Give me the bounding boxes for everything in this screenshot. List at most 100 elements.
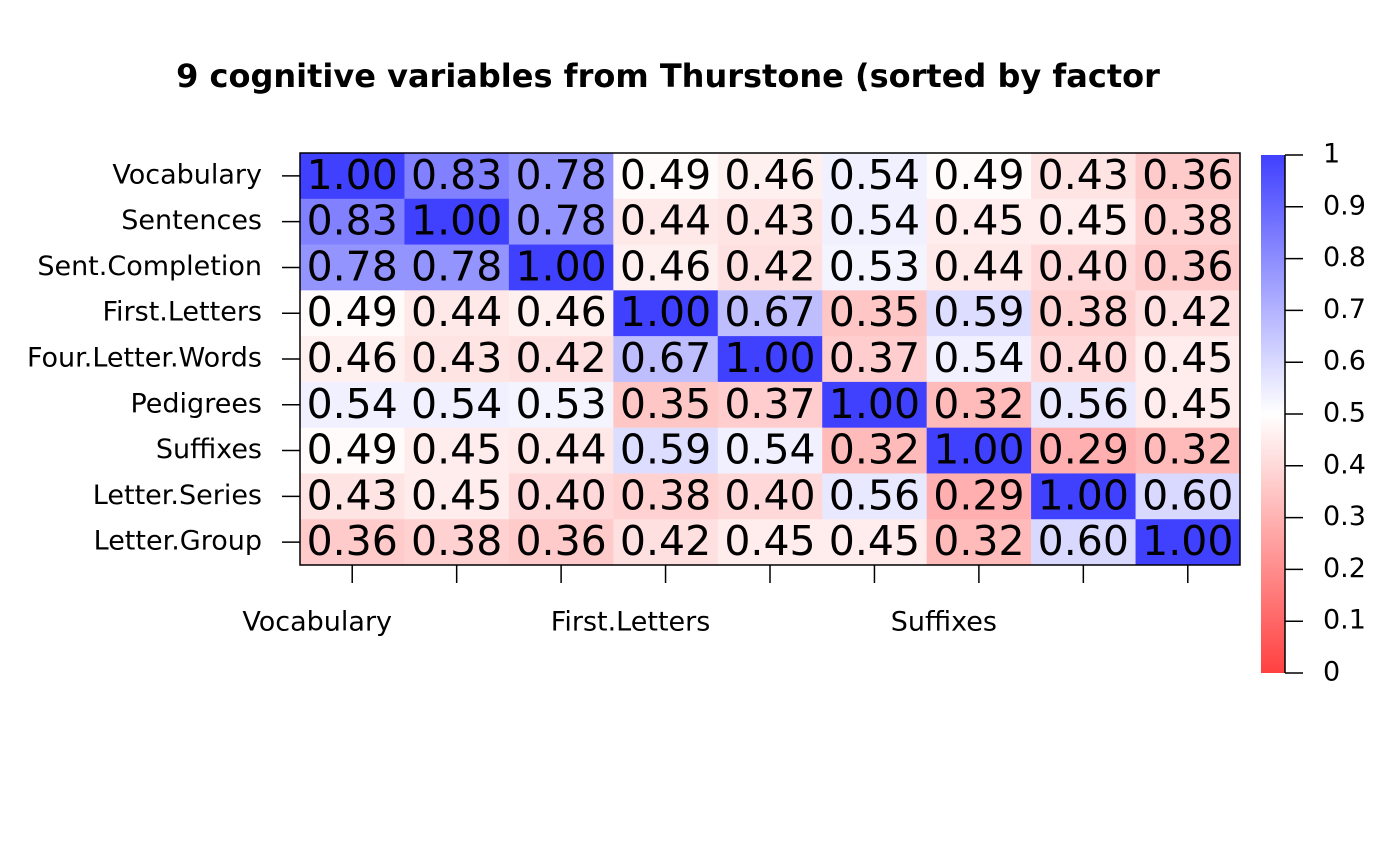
cell-label: 0.54	[829, 197, 920, 245]
heatmap-cell	[1135, 381, 1241, 429]
cell-label: 0.60	[1038, 517, 1129, 565]
cell-label: 0.44	[515, 426, 606, 474]
heatmap-cell	[717, 198, 823, 246]
chart-title: 9 cognitive variables from Thurstone (so…	[176, 57, 1160, 95]
cell-label: 0.59	[620, 426, 711, 474]
cell-label: 0.46	[620, 242, 711, 290]
heatmap-cell	[300, 290, 405, 337]
cell-label: 0.35	[620, 380, 711, 428]
heatmap-cell	[822, 473, 928, 520]
y-tick-label: Letter.Series	[93, 480, 262, 511]
colorbar-tick-label: 0.7	[1323, 294, 1366, 325]
heatmap-cell	[300, 381, 405, 429]
heatmap-cell	[613, 244, 719, 291]
heatmap-cell	[926, 336, 1032, 383]
cell-label: 0.42	[724, 242, 815, 290]
cell-label: 0.43	[411, 334, 502, 382]
cell-label: 0.45	[933, 197, 1024, 245]
cell-label: 0.40	[515, 471, 606, 519]
heatmap-cell	[717, 153, 823, 200]
heatmap-cell	[926, 153, 1032, 200]
cell-label: 0.37	[829, 334, 920, 382]
x-tick-label: Vocabulary	[242, 607, 392, 638]
cell-label: 0.67	[724, 288, 815, 336]
cell-label: 0.49	[307, 426, 398, 474]
heatmap-cell	[926, 290, 1032, 337]
cell-label: 0.78	[307, 242, 398, 290]
cell-label: 0.42	[1142, 288, 1233, 336]
heatmap-cell	[1135, 153, 1241, 200]
cell-label: 0.45	[829, 517, 920, 565]
cell-label: 0.32	[933, 517, 1024, 565]
heatmap-cell	[717, 473, 823, 520]
heatmap-cell	[613, 381, 719, 429]
cell-label: 0.32	[829, 426, 920, 474]
cell-label: 0.67	[620, 334, 711, 382]
colorbar-tick-label: 0.6	[1323, 346, 1366, 377]
y-tick-label: First.Letters	[102, 297, 262, 328]
colorbar	[1261, 155, 1285, 673]
heatmap-cell	[508, 336, 614, 383]
heatmap-cell	[300, 244, 405, 291]
cell-label: 0.78	[515, 151, 606, 199]
cell-label: 0.56	[1038, 380, 1129, 428]
cell-label: 0.45	[411, 471, 502, 519]
cell-label: 0.38	[620, 471, 711, 519]
cell-label: 0.32	[1142, 426, 1233, 474]
cell-label: 0.45	[1038, 197, 1129, 245]
heatmap-cell	[926, 244, 1032, 291]
cell-label: 0.78	[411, 242, 502, 290]
heatmap-cell	[1135, 290, 1241, 337]
heatmap-cell	[613, 427, 719, 474]
heatmap-cell	[717, 244, 823, 291]
cell-label: 1.00	[829, 380, 920, 428]
cell-label: 0.38	[411, 517, 502, 565]
heatmap-cell	[822, 336, 928, 383]
heatmap-cell	[1135, 427, 1241, 474]
cell-label: 0.46	[724, 151, 815, 199]
heatmap-cell	[300, 519, 405, 566]
cell-label: 0.29	[1038, 426, 1129, 474]
cell-label: 1.00	[307, 151, 398, 199]
cell-label: 0.53	[829, 242, 920, 290]
heatmap-cell	[1135, 519, 1241, 566]
heatmap-cell	[717, 290, 823, 337]
y-tick-label: Four.Letter.Words	[27, 343, 262, 374]
y-tick-label: Letter.Group	[94, 526, 262, 557]
cell-label: 0.38	[1038, 288, 1129, 336]
cell-label: 0.42	[515, 334, 606, 382]
cell-label: 0.78	[515, 197, 606, 245]
heatmap-cell	[508, 290, 614, 337]
cell-label: 0.49	[307, 288, 398, 336]
cell-label: 0.46	[515, 288, 606, 336]
heatmap-cell	[717, 336, 823, 383]
cell-label: 0.40	[724, 471, 815, 519]
heatmap-cell	[822, 427, 928, 474]
colorbar-tick-label: 1	[1323, 139, 1340, 170]
heatmap-cell	[717, 427, 823, 474]
cell-label: 1.00	[724, 334, 815, 382]
x-tick-label: Suffixes	[891, 607, 997, 638]
cell-label: 0.37	[724, 380, 815, 428]
cell-label: 0.42	[620, 517, 711, 565]
heatmap-cell	[300, 427, 405, 474]
colorbar-tick-label: 0.5	[1323, 398, 1366, 429]
colorbar-tick-label: 0	[1323, 657, 1340, 688]
cell-label: 0.54	[724, 426, 815, 474]
cell-label: 0.35	[829, 288, 920, 336]
heatmap-cell	[1135, 244, 1241, 291]
heatmap-cell	[300, 473, 405, 520]
heatmap-cell	[508, 381, 614, 429]
heatmap-cell	[1031, 336, 1137, 383]
heatmap-cell	[926, 427, 1032, 474]
cell-label: 0.45	[724, 517, 815, 565]
cell-label: 0.60	[1142, 471, 1233, 519]
cell-label: 0.59	[933, 288, 1024, 336]
cell-label: 0.56	[829, 471, 920, 519]
heatmap-cell	[1135, 336, 1241, 383]
heatmap-cell	[1135, 198, 1241, 246]
cell-label: 0.36	[1142, 242, 1233, 290]
cell-label: 1.00	[411, 197, 502, 245]
cell-label: 1.00	[1142, 517, 1233, 565]
heatmap-cell	[508, 519, 614, 566]
